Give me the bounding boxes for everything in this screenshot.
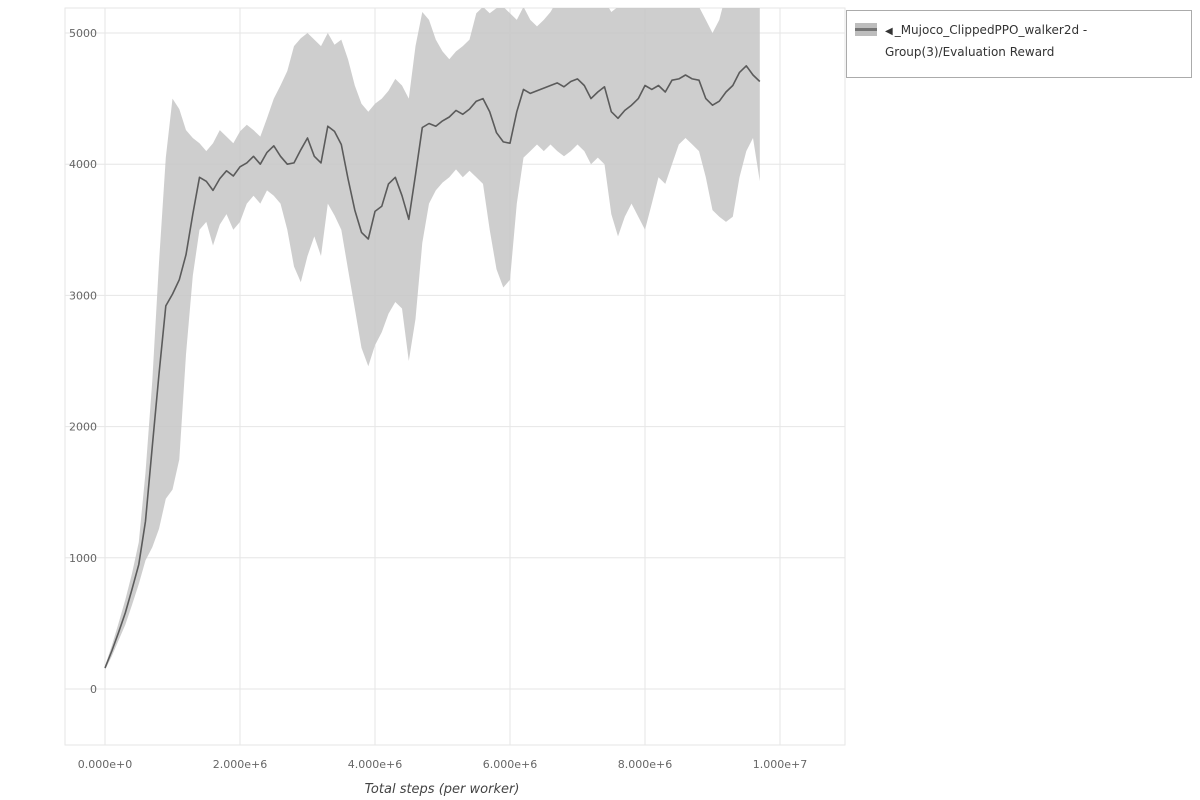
x-tick-label: 2.000e+6	[213, 758, 267, 771]
y-tick-label: 3000	[69, 289, 97, 302]
x-tick-label: 8.000e+6	[618, 758, 672, 771]
y-tick-label: 2000	[69, 421, 97, 434]
legend-swatch	[855, 23, 877, 36]
y-tick-label: 1000	[69, 552, 97, 565]
legend: ◀ _Mujoco_ClippedPPO_walker2d - Group(3)/…	[846, 10, 1192, 78]
x-tick-label: 0.000e+0	[78, 758, 132, 771]
y-tick-label: 5000	[69, 27, 97, 40]
x-axis-label: Total steps (per worker)	[365, 782, 520, 797]
y-tick-label: 4000	[69, 158, 97, 171]
legend-label: _Mujoco_ClippedPPO_walker2d - Group(3)/E…	[885, 23, 1088, 59]
legend-swatch-line-icon	[855, 28, 877, 31]
x-tick-label: 4.000e+6	[348, 758, 402, 771]
legend-entry[interactable]: ◀ _Mujoco_ClippedPPO_walker2d - Group(3)/…	[885, 20, 1181, 63]
legend-collapse-icon[interactable]: ◀	[885, 26, 893, 37]
y-tick-label: 0	[90, 683, 97, 696]
x-tick-label: 1.000e+7	[753, 758, 807, 771]
x-tick-label: 6.000e+6	[483, 758, 537, 771]
